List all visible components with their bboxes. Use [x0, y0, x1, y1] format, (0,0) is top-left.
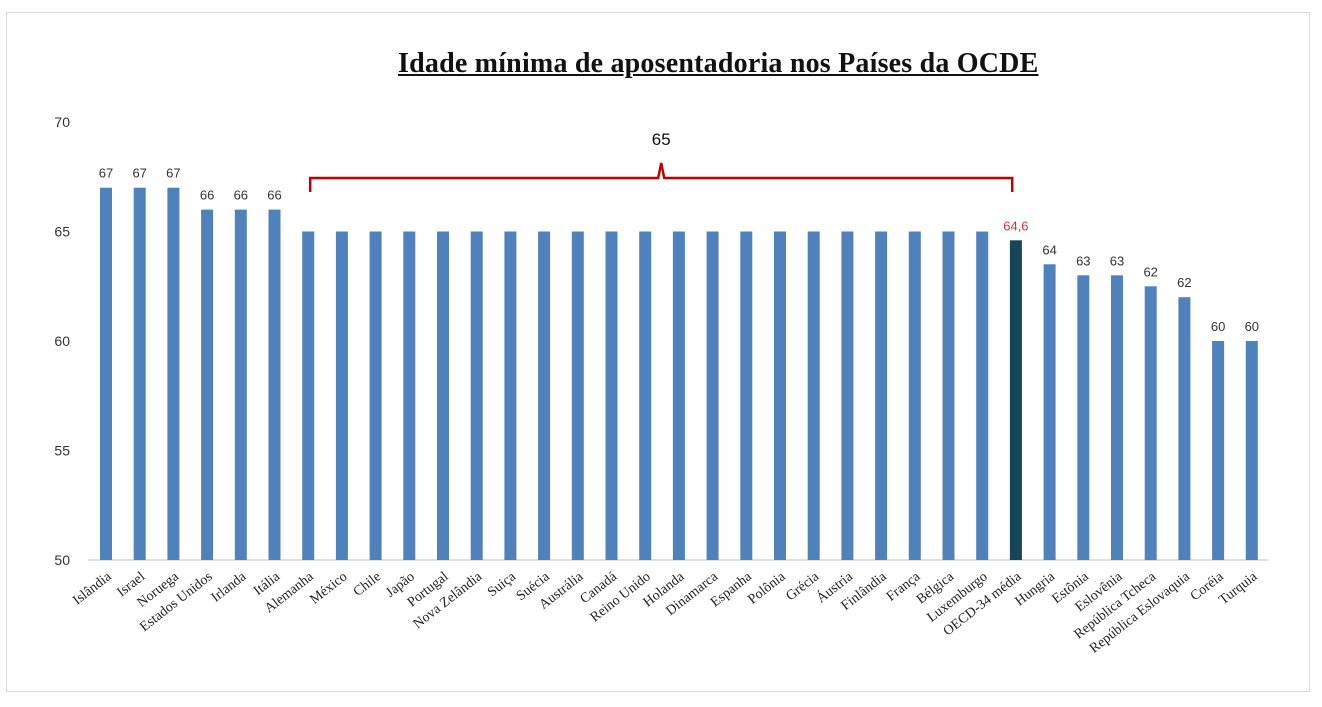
category-label: Turquia [1216, 569, 1260, 608]
bar [268, 209, 281, 560]
chart-frame [6, 12, 1310, 692]
category-label: México [307, 569, 350, 607]
y-tick-label: 50 [54, 552, 70, 568]
data-label: 64,6 [1003, 218, 1028, 233]
bar [538, 231, 551, 560]
data-label: 67 [166, 166, 180, 181]
data-label: 62 [1143, 264, 1157, 279]
bracket-label: 65 [652, 130, 671, 149]
y-tick-label: 70 [54, 114, 70, 130]
bar [1212, 341, 1225, 560]
bar [706, 231, 719, 560]
bar [302, 231, 315, 560]
bar [976, 231, 989, 560]
data-label: 63 [1076, 253, 1090, 268]
category-label: Polônia [746, 569, 790, 608]
bar [605, 231, 618, 560]
data-label: 60 [1245, 319, 1259, 334]
bar [807, 231, 820, 560]
bar [504, 231, 517, 560]
data-label: 63 [1110, 253, 1124, 268]
bar [133, 187, 146, 560]
bar [335, 231, 348, 560]
bar [908, 231, 921, 560]
bar [1178, 297, 1191, 560]
data-label: 67 [132, 166, 146, 181]
bar [234, 209, 247, 560]
bar [167, 187, 180, 560]
bar [1077, 275, 1090, 560]
category-label: Irlanda [209, 569, 250, 606]
category-label: Islândia [70, 569, 115, 609]
data-label: 60 [1211, 319, 1225, 334]
bar [774, 231, 786, 560]
bar [403, 231, 416, 560]
bar [875, 231, 888, 560]
bar [437, 231, 449, 560]
bar [841, 231, 854, 560]
data-label: 64 [1042, 242, 1056, 257]
bar [1144, 286, 1157, 561]
category-label: Chile [351, 569, 384, 600]
y-tick-label: 60 [54, 333, 70, 349]
bar [100, 187, 112, 560]
data-label: 66 [267, 188, 281, 203]
bar [672, 231, 685, 560]
data-label: 62 [1177, 275, 1191, 290]
chart-title: Idade mínima de aposentadoria nos Países… [398, 48, 1039, 79]
category-label: Suiça [485, 569, 519, 600]
y-tick-label: 65 [54, 224, 70, 240]
bar [1111, 275, 1123, 560]
bar [369, 231, 382, 560]
bar [1043, 264, 1056, 560]
bar [942, 231, 955, 560]
y-tick-label: 55 [54, 443, 70, 459]
bar [201, 209, 214, 560]
bar-highlight [1009, 240, 1022, 561]
data-label: 66 [234, 188, 248, 203]
bar [639, 231, 652, 560]
data-label: 67 [99, 166, 113, 181]
bar [470, 231, 483, 560]
bar [740, 231, 753, 560]
data-label: 66 [200, 188, 214, 203]
bar [1245, 341, 1258, 560]
category-label: Hungria [1013, 569, 1059, 610]
bar [571, 231, 584, 560]
bracket-annotation [308, 162, 1014, 192]
